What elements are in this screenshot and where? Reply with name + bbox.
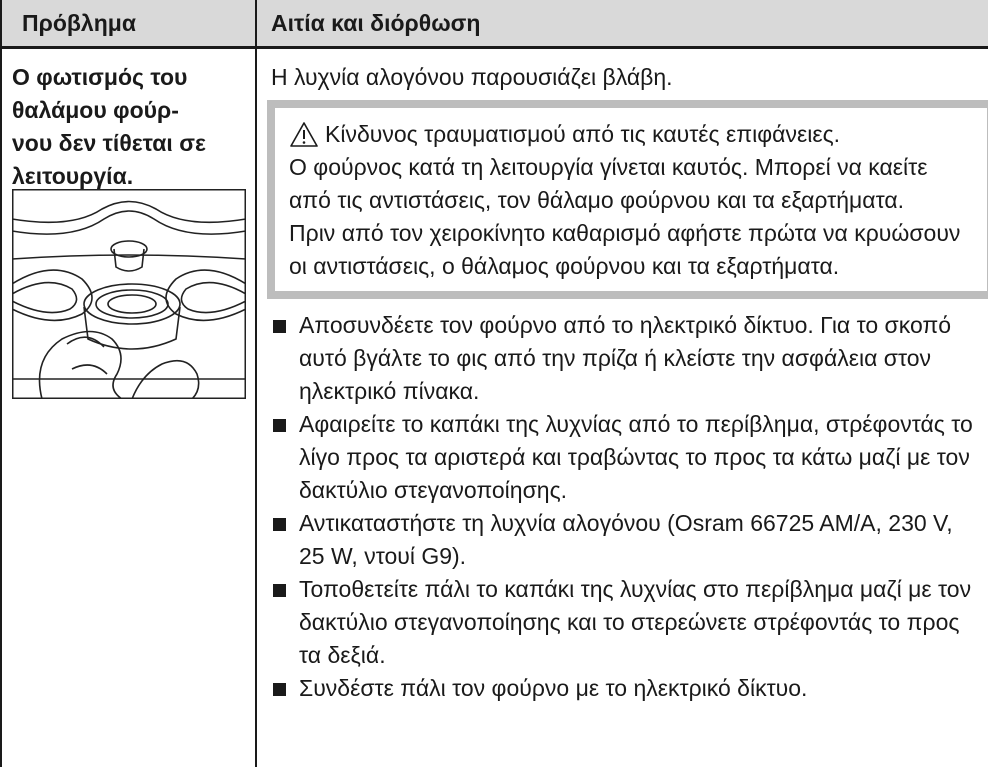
step: Συνδέστε πάλι τον φούρνο με το ηλεκτρικό… [271,672,981,705]
step: Τοποθετείτε πάλι το καπάκι της λυχνίας σ… [271,573,981,672]
solution: Η λυχνία αλογόνου παρουσιάζει βλάβη. Κίν… [267,61,988,705]
warning-icon [290,122,318,147]
border [255,0,257,767]
step: Αφαιρείτε το καπάκι της λυχνίας από το π… [271,408,981,507]
steps-list: Αποσυνδέετε τον φούρνο από το ηλεκτρικό … [271,309,981,705]
header-cell: Αιτία και διόρθωση [271,10,481,36]
border [0,0,2,767]
warning-title: Κίνδυνος τραυματισμού από τις καυτές επι… [325,121,841,147]
problem-line: Ο φωτισμός του [12,64,188,90]
problem: Ο φωτισμός του θαλάμου φούρ-νου δεν τίθετ… [12,61,252,193]
table-header: Πρόβλημα Αιτία και διόρθωση [0,0,988,49]
warning-title-row: Κίνδυνος τραυματισμού από τις καυτές επι… [289,118,973,151]
problem-line: θαλάμου φούρ- [12,97,179,123]
lamp-illustration [12,189,246,399]
step: Αποσυνδέετε τον φούρνο από το ηλεκτρικό … [271,309,981,408]
problem-line: νου δεν τίθεται σε [12,130,206,156]
problem-line: λειτουργία. [12,163,134,189]
step: Αντικαταστήστε τη λυχνία αλογόνου (Osram… [271,507,981,573]
warning-text: Πριν από τον χειροκίνητο καθαρισμό αφήστ… [289,220,961,279]
header-cell: Πρόβλημα [22,10,136,36]
warning-box: Κίνδυνος τραυματισμού από τις καυτές επι… [267,100,988,299]
cause: Η λυχνία αλογόνου παρουσιάζει βλάβη. [271,64,673,90]
warning-text: Ο φούρνος κατά τη λειτουργία γίνεται καυ… [289,154,928,213]
